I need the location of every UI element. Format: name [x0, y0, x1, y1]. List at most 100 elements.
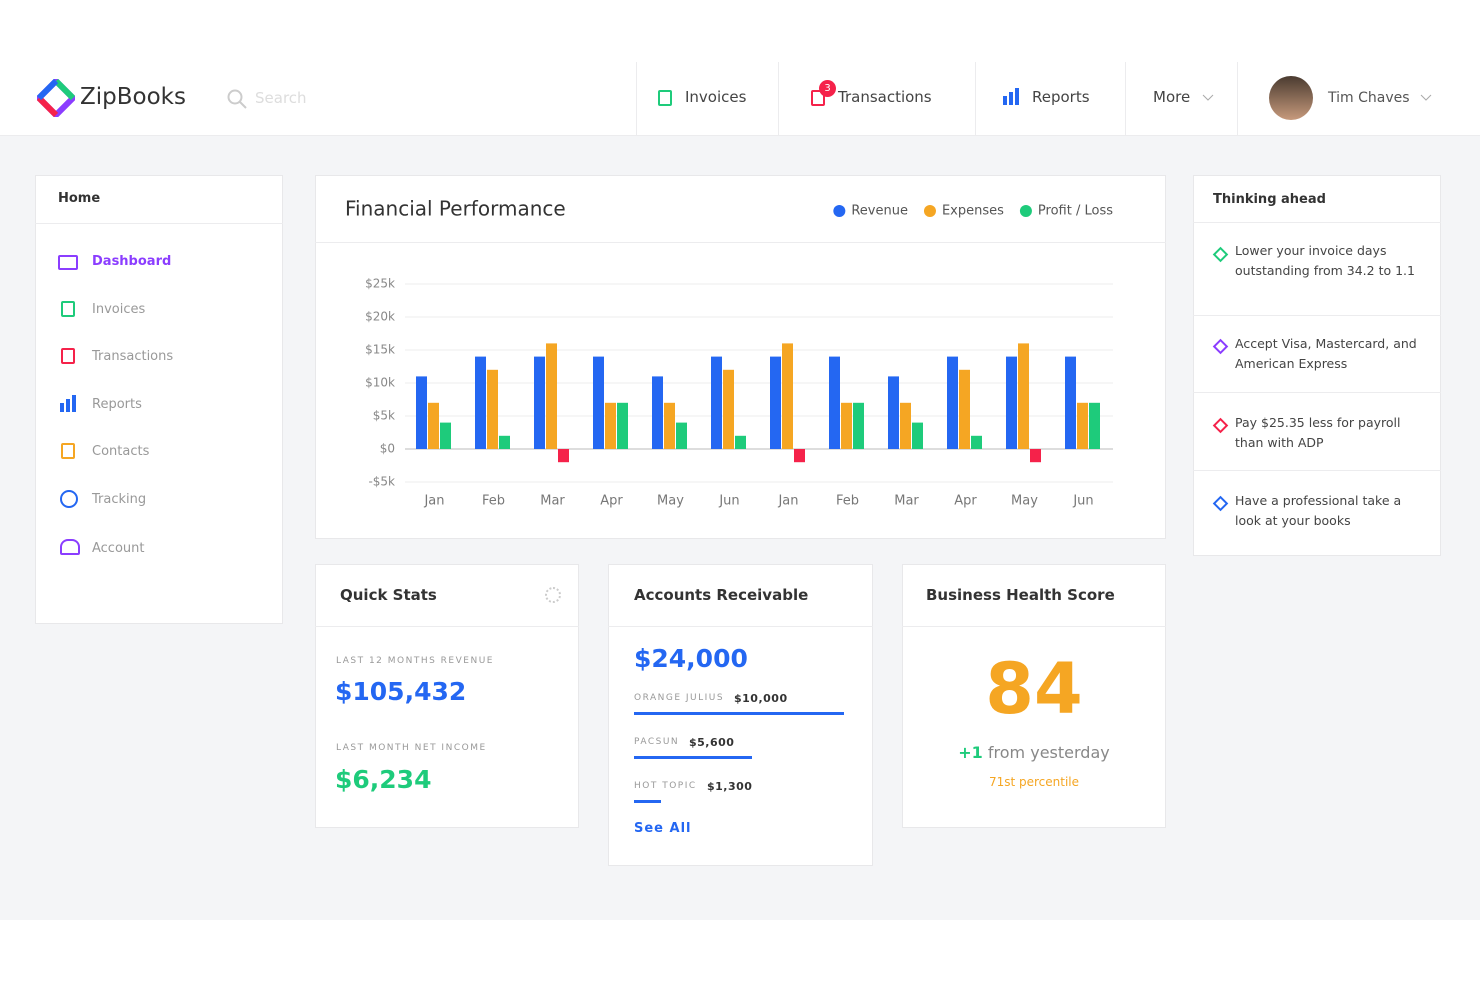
quick-stats-card — [315, 564, 579, 828]
y-tick-label: -$5k — [368, 475, 395, 489]
x-tick-label: Jan — [777, 494, 798, 509]
x-tick-label: Jun — [718, 494, 739, 509]
avatar[interactable] — [1269, 76, 1313, 120]
x-tick-label: Feb — [836, 494, 859, 509]
nav-more[interactable]: More — [1153, 88, 1191, 106]
receivable-card — [608, 564, 873, 866]
tip[interactable]: Lower your invoice days outstanding from… — [1235, 243, 1415, 278]
health-percentile: 71st percentile — [988, 775, 1080, 789]
menu-icon — [60, 490, 78, 508]
divider — [35, 223, 283, 224]
customer-name: HOT TOPIC — [634, 781, 697, 791]
bar — [558, 449, 569, 463]
bar — [735, 435, 746, 449]
bar — [853, 402, 864, 449]
tip[interactable]: Pay $25.35 less for payroll than with AD… — [1235, 415, 1401, 450]
menu-invoices[interactable]: Invoices — [92, 302, 146, 317]
bar — [1030, 449, 1041, 463]
x-tick-label: Mar — [540, 494, 565, 509]
bar — [794, 449, 805, 463]
menu-tracking[interactable]: Tracking — [92, 492, 147, 507]
y-tick-label: $15k — [365, 343, 395, 357]
legend-marker — [833, 205, 846, 217]
customer-name: ORANGE JULIUS — [634, 693, 725, 703]
menu-transactions[interactable]: Transactions — [92, 349, 174, 364]
bar — [416, 376, 427, 449]
y-tick-label: $20k — [365, 310, 395, 324]
stat-label: LAST 12 MONTHS REVENUE — [336, 656, 494, 666]
y-tick-label: $25k — [365, 277, 395, 291]
y-tick-label: $0 — [380, 442, 395, 456]
bar — [1065, 356, 1076, 449]
separator — [778, 62, 779, 135]
bar — [652, 376, 663, 449]
see-all-link[interactable]: See All — [634, 821, 692, 836]
bar — [770, 356, 781, 449]
stat-value: $105,432 — [335, 677, 467, 706]
amount-bar — [634, 800, 662, 803]
nav-invoices[interactable]: Invoices — [685, 88, 747, 106]
settings-icon[interactable] — [545, 587, 561, 603]
bar — [1089, 402, 1100, 449]
menu-icon — [60, 395, 76, 412]
health-card — [902, 564, 1166, 828]
separator — [975, 62, 976, 135]
bar — [1077, 402, 1088, 449]
separator — [636, 62, 637, 135]
bar — [971, 435, 982, 449]
nav-reports[interactable]: Reports — [1032, 88, 1090, 106]
legend-label: Expenses — [942, 204, 1004, 219]
card-title: Quick Stats — [340, 586, 437, 604]
user-name[interactable]: Tim Chaves — [1328, 90, 1410, 106]
bar — [829, 356, 840, 449]
bar — [499, 435, 510, 449]
divider — [1193, 470, 1441, 471]
divider — [315, 626, 579, 627]
card-title: Thinking ahead — [1213, 192, 1326, 207]
nav-transactions[interactable]: Transactions — [838, 88, 932, 106]
separator — [1237, 62, 1238, 135]
menu-icon — [61, 348, 75, 364]
invoices-icon — [658, 90, 672, 106]
chart: Financial Performance $25k $20k $15k $10k $5… — [345, 197, 1113, 509]
legend-marker — [923, 205, 936, 217]
separator — [1125, 62, 1126, 135]
bar — [841, 402, 852, 449]
x-tick-label: May — [657, 494, 684, 509]
chevron — [1202, 94, 1214, 101]
menu-reports[interactable]: Reports — [92, 397, 142, 412]
amount-bar — [634, 756, 752, 759]
chevron — [1420, 94, 1432, 101]
bar — [440, 422, 451, 449]
customer-amount: $10,000 — [734, 692, 788, 705]
bar — [912, 422, 923, 449]
bar — [593, 356, 604, 449]
x-tick-label: Feb — [482, 494, 505, 509]
menu-icon — [60, 539, 80, 555]
divider — [1193, 222, 1441, 223]
search-icon — [227, 89, 247, 109]
tip[interactable]: Have a professional take a look at your … — [1235, 493, 1402, 528]
x-tick-label: Jun — [1072, 494, 1093, 509]
bar — [546, 343, 557, 449]
card-title: Accounts Receivable — [634, 586, 809, 604]
divider — [608, 626, 873, 627]
customer-amount: $5,600 — [689, 736, 735, 749]
tip[interactable]: Accept Visa, Mastercard, and American Ex… — [1235, 336, 1417, 371]
divider — [1193, 315, 1441, 316]
menu-contacts[interactable]: Contacts — [92, 444, 150, 459]
transactions-icon — [811, 90, 825, 106]
bar — [1006, 356, 1017, 449]
bar — [782, 343, 793, 449]
menu-dashboard[interactable]: Dashboard — [92, 254, 172, 269]
bar — [534, 356, 545, 449]
divider — [315, 242, 1166, 243]
header: ZipBooks Search — [0, 62, 1480, 136]
search-input[interactable]: Search — [255, 89, 307, 107]
y-tick-label: $10k — [365, 376, 395, 390]
bar — [428, 402, 439, 449]
x-tick-label: Apr — [954, 494, 977, 509]
menu-account[interactable]: Account — [92, 541, 145, 556]
logo[interactable]: ZipBooks — [80, 84, 186, 110]
reports-icon — [1003, 88, 1019, 105]
